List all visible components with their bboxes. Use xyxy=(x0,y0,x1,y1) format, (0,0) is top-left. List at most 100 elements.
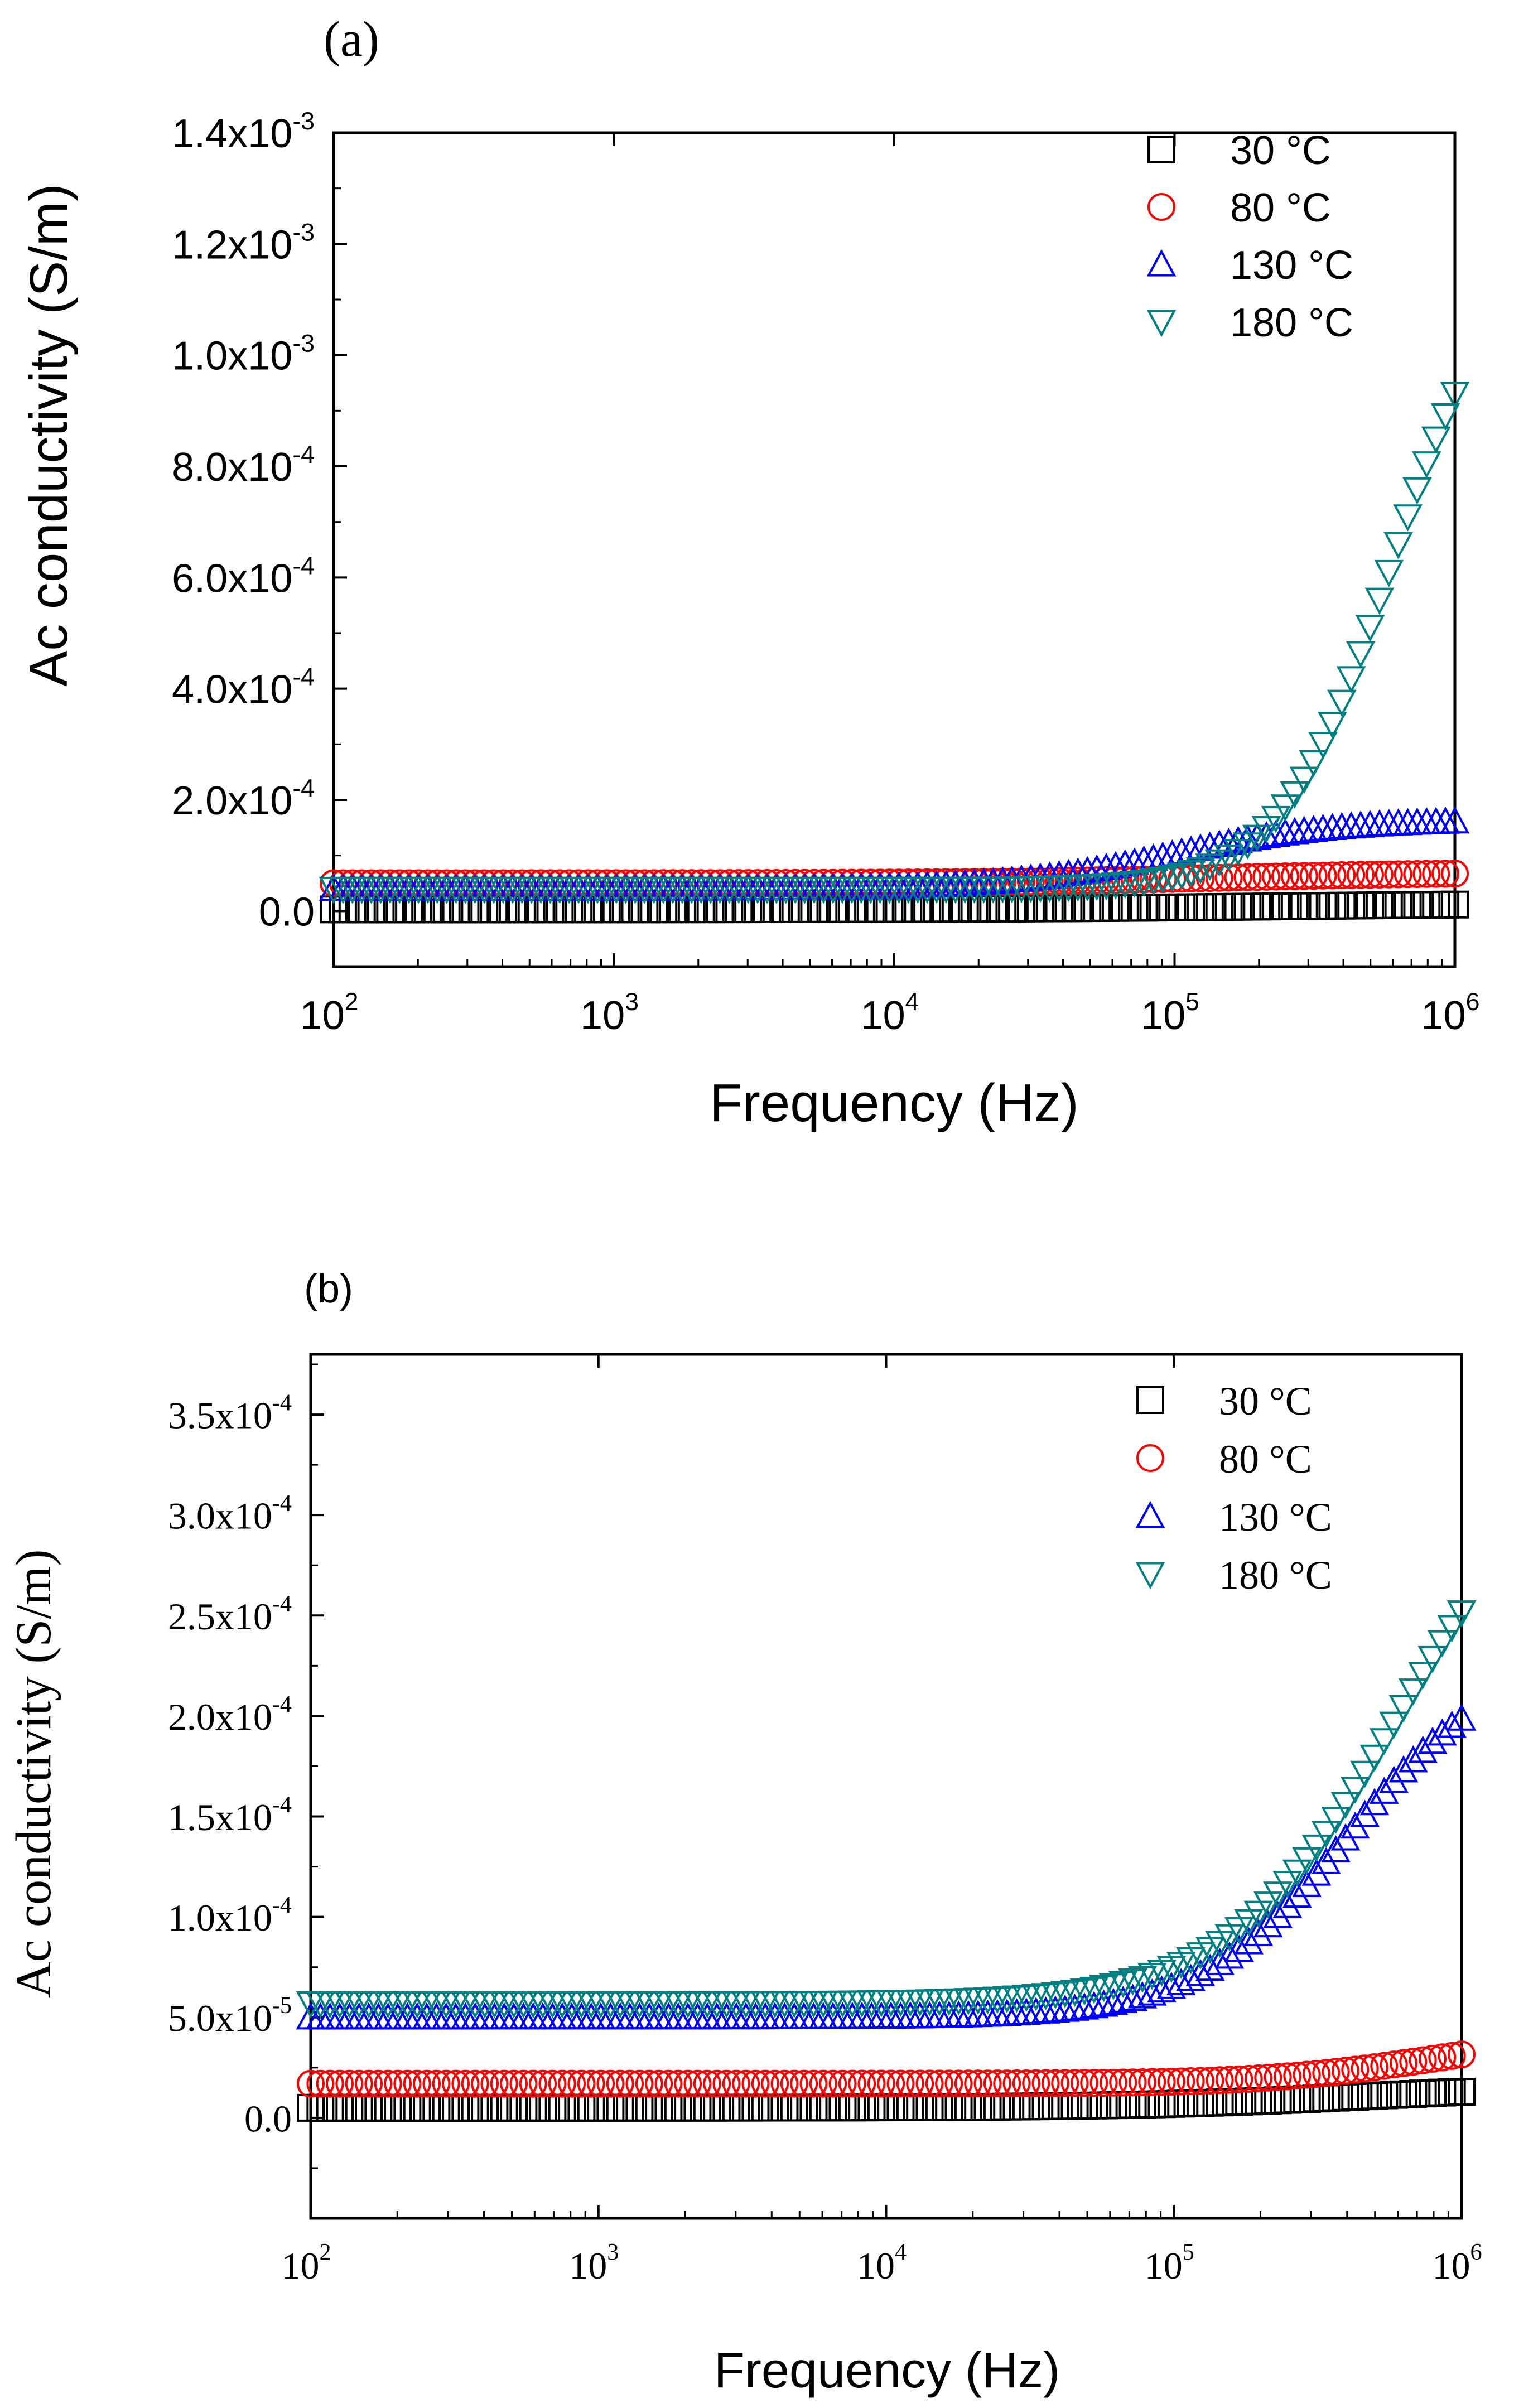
data-point xyxy=(1120,894,1149,922)
data-point xyxy=(1185,857,1216,885)
data-point xyxy=(1233,892,1262,921)
x-tick-label: 105 xyxy=(1145,2239,1194,2287)
data-point xyxy=(548,2093,576,2122)
y-tick-exponent: -4 xyxy=(272,1691,292,1717)
legend-label: 80 °C xyxy=(1219,1437,1312,1482)
data-point xyxy=(770,2069,799,2098)
y-tick-label: 1.0x10-4 xyxy=(168,1892,292,1939)
data-point xyxy=(345,2093,373,2122)
data-point xyxy=(1271,862,1299,891)
data-point xyxy=(993,2092,1021,2121)
data-point xyxy=(1252,862,1281,891)
data-point xyxy=(1012,2069,1040,2097)
y-tick-mantissa: 1.4x10 xyxy=(172,112,292,156)
data-point xyxy=(1417,1645,1448,1673)
data-point xyxy=(1254,2063,1282,2092)
data-point xyxy=(1422,860,1450,888)
legend: 30 °C 80 °C 130 °C 180 °C xyxy=(1146,128,1353,345)
data-point xyxy=(1002,2092,1031,2121)
data-point xyxy=(509,2069,538,2098)
data-point xyxy=(635,2069,663,2098)
y-tick-label: 4.0x10-4 xyxy=(172,664,315,712)
legend-label: 30 °C xyxy=(1230,128,1331,173)
data-point xyxy=(1380,2081,1408,2109)
data-point xyxy=(1022,2069,1050,2097)
data-point xyxy=(1412,860,1441,888)
y-tick-label: 2.0x10-4 xyxy=(168,1691,292,1738)
data-point xyxy=(732,2069,760,2098)
data-point xyxy=(1359,1744,1390,1772)
data-point xyxy=(1430,403,1460,431)
data-point xyxy=(1026,867,1054,895)
data-point xyxy=(1157,2067,1185,2096)
data-point xyxy=(587,2069,615,2098)
data-point xyxy=(355,2069,383,2098)
data-point xyxy=(1149,894,1177,922)
data-point xyxy=(1050,1981,1080,2009)
data-point xyxy=(1079,1991,1109,2019)
data-point xyxy=(442,2093,470,2122)
data-point xyxy=(915,2093,944,2121)
data-point xyxy=(480,2093,509,2122)
data-point xyxy=(1089,1989,1118,2017)
data-point xyxy=(1312,2059,1341,2087)
data-point xyxy=(944,2069,973,2098)
data-point xyxy=(1350,1760,1380,1788)
legend-label: 30 °C xyxy=(1219,1379,1312,1423)
data-point xyxy=(500,2069,528,2098)
data-point xyxy=(1337,891,1366,920)
data-point xyxy=(1128,2068,1156,2096)
data-point xyxy=(1351,2054,1379,2083)
data-point xyxy=(896,2093,924,2121)
data-point xyxy=(1243,1900,1274,1928)
x-axis-label: Frequency (Hz) xyxy=(714,2343,1060,2399)
panel-label: (b) xyxy=(304,1267,353,1311)
data-point xyxy=(1264,2063,1292,2091)
legend-label: 130 °C xyxy=(1219,1495,1332,1540)
data-point xyxy=(587,2093,615,2122)
data-point xyxy=(790,2093,818,2122)
data-point xyxy=(1060,1993,1089,2021)
data-point xyxy=(1099,2068,1127,2097)
data-point xyxy=(1166,1968,1196,1995)
data-point xyxy=(1346,641,1376,669)
data-point xyxy=(335,2069,364,2098)
data-point xyxy=(1318,891,1347,920)
y-tick-exponent: -4 xyxy=(272,1390,292,1416)
data-point xyxy=(1440,806,1470,834)
data-point xyxy=(461,2093,489,2122)
data-point xyxy=(712,2069,741,2098)
data-point xyxy=(674,2093,702,2122)
data-point xyxy=(741,2069,770,2098)
y-tick-exponent: -3 xyxy=(292,108,315,135)
data-point xyxy=(625,2069,654,2098)
legend-label: 180 °C xyxy=(1230,301,1353,345)
data-point xyxy=(654,2069,683,2098)
data-point xyxy=(1156,1972,1187,1999)
x-tick-label: 106 xyxy=(1421,988,1480,1038)
y-tick-label: 2.5x10-4 xyxy=(168,1591,292,1638)
y-tick-mantissa: 3.5x10 xyxy=(168,1394,272,1437)
y-tick-mantissa: 2.0x10 xyxy=(168,1696,272,1738)
data-point xyxy=(1089,1975,1118,2002)
data-point xyxy=(1364,587,1395,615)
y-tick-mantissa: 6.0x10 xyxy=(172,556,292,601)
data-point xyxy=(1041,2069,1069,2097)
data-point xyxy=(1409,2046,1437,2074)
data-point xyxy=(1318,861,1347,890)
data-point xyxy=(1447,1600,1477,1628)
legend-label: 130 °C xyxy=(1230,243,1353,288)
y-axis-label: Ac conductivity (S/m) xyxy=(19,184,79,687)
data-point xyxy=(1035,867,1064,895)
data-point xyxy=(345,2069,373,2098)
data-point xyxy=(1375,860,1403,889)
data-point xyxy=(1253,1891,1283,1919)
data-point xyxy=(1224,1934,1254,1962)
data-point xyxy=(935,2093,963,2121)
data-point xyxy=(548,2069,576,2098)
data-point xyxy=(1355,615,1385,643)
data-point xyxy=(1398,1745,1428,1773)
data-point xyxy=(596,2093,625,2122)
data-point xyxy=(1365,860,1394,889)
data-point xyxy=(1120,870,1150,898)
